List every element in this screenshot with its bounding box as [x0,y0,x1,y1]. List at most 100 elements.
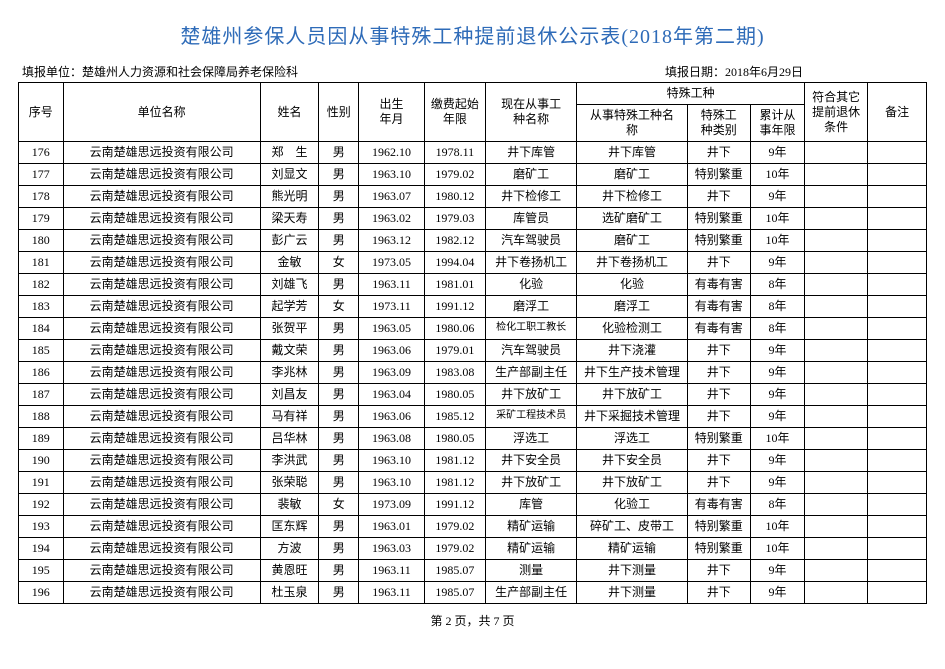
cell-sp3: 9年 [750,252,804,274]
cell-sp1: 精矿运输 [577,538,687,560]
table-row: 183云南楚雄思远投资有限公司起学芳女1973.111991.12磨浮工磨浮工有… [19,296,927,318]
cell-unit: 云南楚雄思远投资有限公司 [63,318,260,340]
cell-birth: 1963.07 [359,186,425,208]
cell-name: 匡东辉 [260,516,319,538]
cell-name: 裴敏 [260,494,319,516]
cell-pay: 1981.01 [424,274,485,296]
th-birth: 出生年月 [359,83,425,142]
cell-cond [804,274,867,296]
table-row: 194云南楚雄思远投资有限公司方波男1963.031979.02精矿运输精矿运输… [19,538,927,560]
cell-sex: 女 [319,296,359,318]
cell-birth: 1963.05 [359,318,425,340]
cell-cond [804,582,867,604]
cell-sp3: 10年 [750,428,804,450]
cell-note [868,142,927,164]
cell-job: 井下检修工 [485,186,577,208]
cell-note [868,230,927,252]
cell-note [868,296,927,318]
cell-sp1: 井下放矿工 [577,472,687,494]
cell-sp2: 井下 [687,582,750,604]
cell-unit: 云南楚雄思远投资有限公司 [63,494,260,516]
cell-job: 浮选工 [485,428,577,450]
cell-sex: 男 [319,186,359,208]
cell-sp1: 井下库管 [577,142,687,164]
cell-sex: 男 [319,538,359,560]
cell-job: 井下安全员 [485,450,577,472]
cell-job: 磨浮工 [485,296,577,318]
cell-birth: 1962.10 [359,142,425,164]
cell-sp3: 9年 [750,384,804,406]
cell-idx: 194 [19,538,64,560]
cell-unit: 云南楚雄思远投资有限公司 [63,450,260,472]
table-row: 177云南楚雄思远投资有限公司刘显文男1963.101979.02磨矿工磨矿工特… [19,164,927,186]
cell-idx: 188 [19,406,64,428]
cell-job: 检化工职工教长 [485,318,577,340]
cell-sp3: 9年 [750,362,804,384]
cell-sp3: 10年 [750,164,804,186]
cell-sp2: 井下 [687,384,750,406]
table-row: 179云南楚雄思远投资有限公司梁天寿男1963.021979.03库管员选矿磨矿… [19,208,927,230]
cell-sp1: 化验 [577,274,687,296]
cell-sex: 男 [319,406,359,428]
th-sex: 性别 [319,83,359,142]
cell-sp1: 井下测量 [577,560,687,582]
cell-job: 井下放矿工 [485,384,577,406]
cell-sp2: 有毒有害 [687,296,750,318]
cell-sp2: 特别繁重 [687,230,750,252]
cell-name: 刘雄飞 [260,274,319,296]
cell-name: 刘昌友 [260,384,319,406]
page-title: 楚雄州参保人员因从事特殊工种提前退休公示表(2018年第二期) [18,20,927,49]
cell-birth: 1963.02 [359,208,425,230]
cell-job: 井下放矿工 [485,472,577,494]
table-row: 181云南楚雄思远投资有限公司金敏女1973.051994.04井下卷扬机工井下… [19,252,927,274]
cell-sp3: 8年 [750,494,804,516]
cell-cond [804,428,867,450]
cell-sp1: 井下浇灌 [577,340,687,362]
cell-sp2: 有毒有害 [687,494,750,516]
cell-idx: 189 [19,428,64,450]
cell-sp2: 井下 [687,142,750,164]
cell-sp2: 特别繁重 [687,208,750,230]
cell-unit: 云南楚雄思远投资有限公司 [63,472,260,494]
table-row: 190云南楚雄思远投资有限公司李洪武男1963.101981.12井下安全员井下… [19,450,927,472]
cell-sex: 男 [319,472,359,494]
cell-sex: 男 [319,450,359,472]
cell-sp2: 特别繁重 [687,164,750,186]
th-sp1: 从事特殊工种名称 [577,105,687,142]
table-row: 187云南楚雄思远投资有限公司刘昌友男1963.041980.05井下放矿工井下… [19,384,927,406]
disclosure-table: 序号 单位名称 姓名 性别 出生年月 缴费起始年限 现在从事工种名称 特殊工种 … [18,82,927,604]
cell-unit: 云南楚雄思远投资有限公司 [63,582,260,604]
cell-note [868,186,927,208]
cell-cond [804,164,867,186]
cell-idx: 193 [19,516,64,538]
cell-birth: 1963.11 [359,274,425,296]
cell-sex: 男 [319,362,359,384]
cell-cond [804,208,867,230]
cell-cond [804,340,867,362]
cell-sp1: 化验检测工 [577,318,687,340]
cell-sp1: 选矿磨矿工 [577,208,687,230]
cell-idx: 180 [19,230,64,252]
cell-note [868,274,927,296]
cell-note [868,516,927,538]
cell-job: 汽车驾驶员 [485,340,577,362]
cell-unit: 云南楚雄思远投资有限公司 [63,164,260,186]
cell-name: 方波 [260,538,319,560]
cell-pay: 1994.04 [424,252,485,274]
cell-birth: 1963.06 [359,340,425,362]
cell-cond [804,252,867,274]
cell-pay: 1980.05 [424,384,485,406]
cell-birth: 1963.08 [359,428,425,450]
cell-sp1: 化验工 [577,494,687,516]
cell-note [868,318,927,340]
cell-sex: 女 [319,494,359,516]
cell-idx: 181 [19,252,64,274]
cell-job: 汽车驾驶员 [485,230,577,252]
cell-note [868,384,927,406]
cell-idx: 177 [19,164,64,186]
cell-job: 化验 [485,274,577,296]
table-row: 192云南楚雄思远投资有限公司裴敏女1973.091991.12库管化验工有毒有… [19,494,927,516]
th-sp3: 累计从事年限 [750,105,804,142]
cell-idx: 179 [19,208,64,230]
cell-unit: 云南楚雄思远投资有限公司 [63,142,260,164]
